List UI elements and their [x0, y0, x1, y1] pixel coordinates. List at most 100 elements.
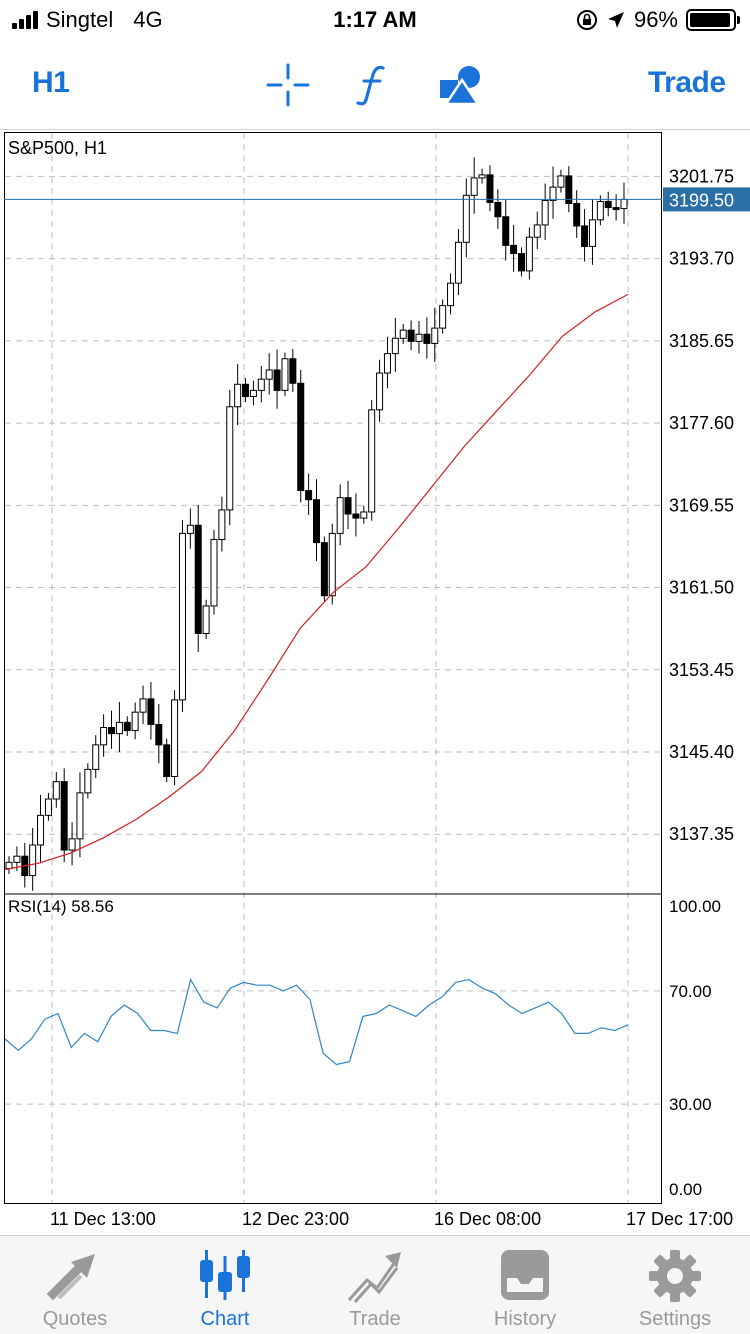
tab-trade[interactable]: Trade [300, 1236, 450, 1334]
price-tick-label: 3201.75 [669, 166, 734, 186]
status-right: 96% [576, 7, 740, 33]
candle-body [502, 216, 510, 246]
candle-body [320, 542, 328, 597]
rsi-axis: 100.00 70.00 30.00 0.00 [669, 897, 721, 1199]
objects-icon[interactable] [438, 62, 484, 108]
current-price-label: 3199.50 [669, 190, 734, 210]
candle-body [478, 174, 486, 179]
candle-body [447, 282, 455, 307]
candle-body [383, 353, 391, 374]
price-tick-label: 3193.70 [669, 249, 734, 269]
candle-body [549, 186, 557, 201]
price-tick-label: 3185.65 [669, 331, 734, 351]
location-icon [607, 12, 624, 28]
candle-body [305, 490, 313, 501]
candle-body [202, 605, 210, 635]
gear-icon [649, 1250, 701, 1302]
price-tick-label: 3169.55 [669, 495, 734, 515]
rsi-tick-label: 30.00 [669, 1095, 712, 1114]
carrier-name: Singtel [46, 7, 114, 32]
candle-body [581, 225, 589, 247]
candle-body [533, 224, 541, 238]
clock: 1:17 AM [333, 7, 417, 32]
rsi-tick-label: 0.00 [669, 1180, 702, 1199]
tab-bar: Quotes Chart Trade History [0, 1235, 750, 1334]
battery-icon [686, 9, 740, 31]
price-chart[interactable]: 3199.50 S&P500, H1 RSI(14) 58.56 3201.75… [0, 130, 750, 1235]
tab-quotes-label: Quotes [42, 1308, 108, 1330]
candle-body [155, 723, 163, 746]
candle-body [407, 329, 415, 342]
candle-body [37, 814, 45, 846]
candle-body [368, 409, 376, 513]
function-icon[interactable] [350, 62, 396, 108]
candle-body [76, 792, 84, 840]
candle-body [423, 333, 431, 344]
status-bar: Singtel 4G 1:17 AM 96% [0, 0, 750, 40]
candle-body [171, 699, 179, 778]
rsi-label: RSI(14) 58.56 [8, 897, 114, 916]
candle-body [486, 174, 494, 203]
candle-body [234, 383, 242, 408]
trade-icon [347, 1252, 401, 1303]
timeframe-button[interactable]: H1 [32, 66, 70, 99]
candle-body [620, 198, 628, 210]
trade-button[interactable]: Trade [648, 66, 726, 99]
candle-body [5, 861, 13, 869]
candle-body [52, 781, 60, 800]
candle-body [29, 844, 37, 877]
candle-body [525, 236, 533, 272]
candle-body [163, 744, 171, 778]
candle-body [510, 244, 518, 255]
candle-body [352, 513, 360, 519]
candle-body [68, 838, 76, 851]
candle-body [210, 539, 218, 607]
candle-body [470, 177, 478, 196]
candles [5, 157, 628, 891]
battery-fill [690, 13, 731, 27]
candle-body [281, 358, 289, 391]
candle-body [439, 305, 447, 329]
tab-history[interactable]: History [450, 1236, 600, 1334]
candle-body [178, 532, 186, 701]
candle-body [588, 219, 596, 247]
tab-chart[interactable]: Chart [150, 1236, 300, 1334]
moving-average-line [4, 293, 629, 871]
orientation-lock-icon [576, 10, 597, 30]
tab-history-label: History [493, 1308, 557, 1330]
time-tick-label: 17 Dec 17:00 [626, 1209, 733, 1229]
candle-body [60, 781, 68, 851]
tab-settings-label: Settings [638, 1308, 712, 1330]
candle-body [242, 383, 250, 398]
candle-body [115, 721, 123, 735]
tab-chart-label: Chart [200, 1308, 250, 1330]
tab-quotes[interactable]: Quotes [0, 1236, 150, 1334]
candle-body [494, 201, 502, 218]
battery-percent: 96% [633, 7, 678, 32]
current-price-box [663, 187, 750, 212]
candle-body [139, 698, 147, 713]
candle-body [328, 532, 336, 597]
candle-body [194, 524, 202, 635]
candle-body [100, 726, 108, 746]
candle-body [44, 798, 52, 816]
candle-body [186, 524, 194, 534]
signal-icon [12, 11, 38, 29]
candle-body [344, 497, 352, 515]
candle-body [376, 372, 384, 411]
candle-body [13, 855, 21, 863]
price-tick-label: 3145.40 [669, 742, 734, 762]
candle-body [289, 358, 297, 384]
chart-toolbar: H1 Trade [0, 40, 750, 130]
quotes-icon [46, 1254, 95, 1301]
tab-settings[interactable]: Settings [600, 1236, 750, 1334]
candle-body [313, 499, 320, 544]
candle-body [123, 721, 131, 732]
chart-grid [5, 133, 662, 1203]
candle-body [557, 175, 565, 188]
symbol-label: S&P500, H1 [8, 138, 107, 158]
candle-body [147, 698, 155, 725]
crosshair-icon[interactable] [265, 62, 311, 108]
candle-body [297, 382, 305, 492]
price-tick-label: 3137.35 [669, 824, 734, 844]
